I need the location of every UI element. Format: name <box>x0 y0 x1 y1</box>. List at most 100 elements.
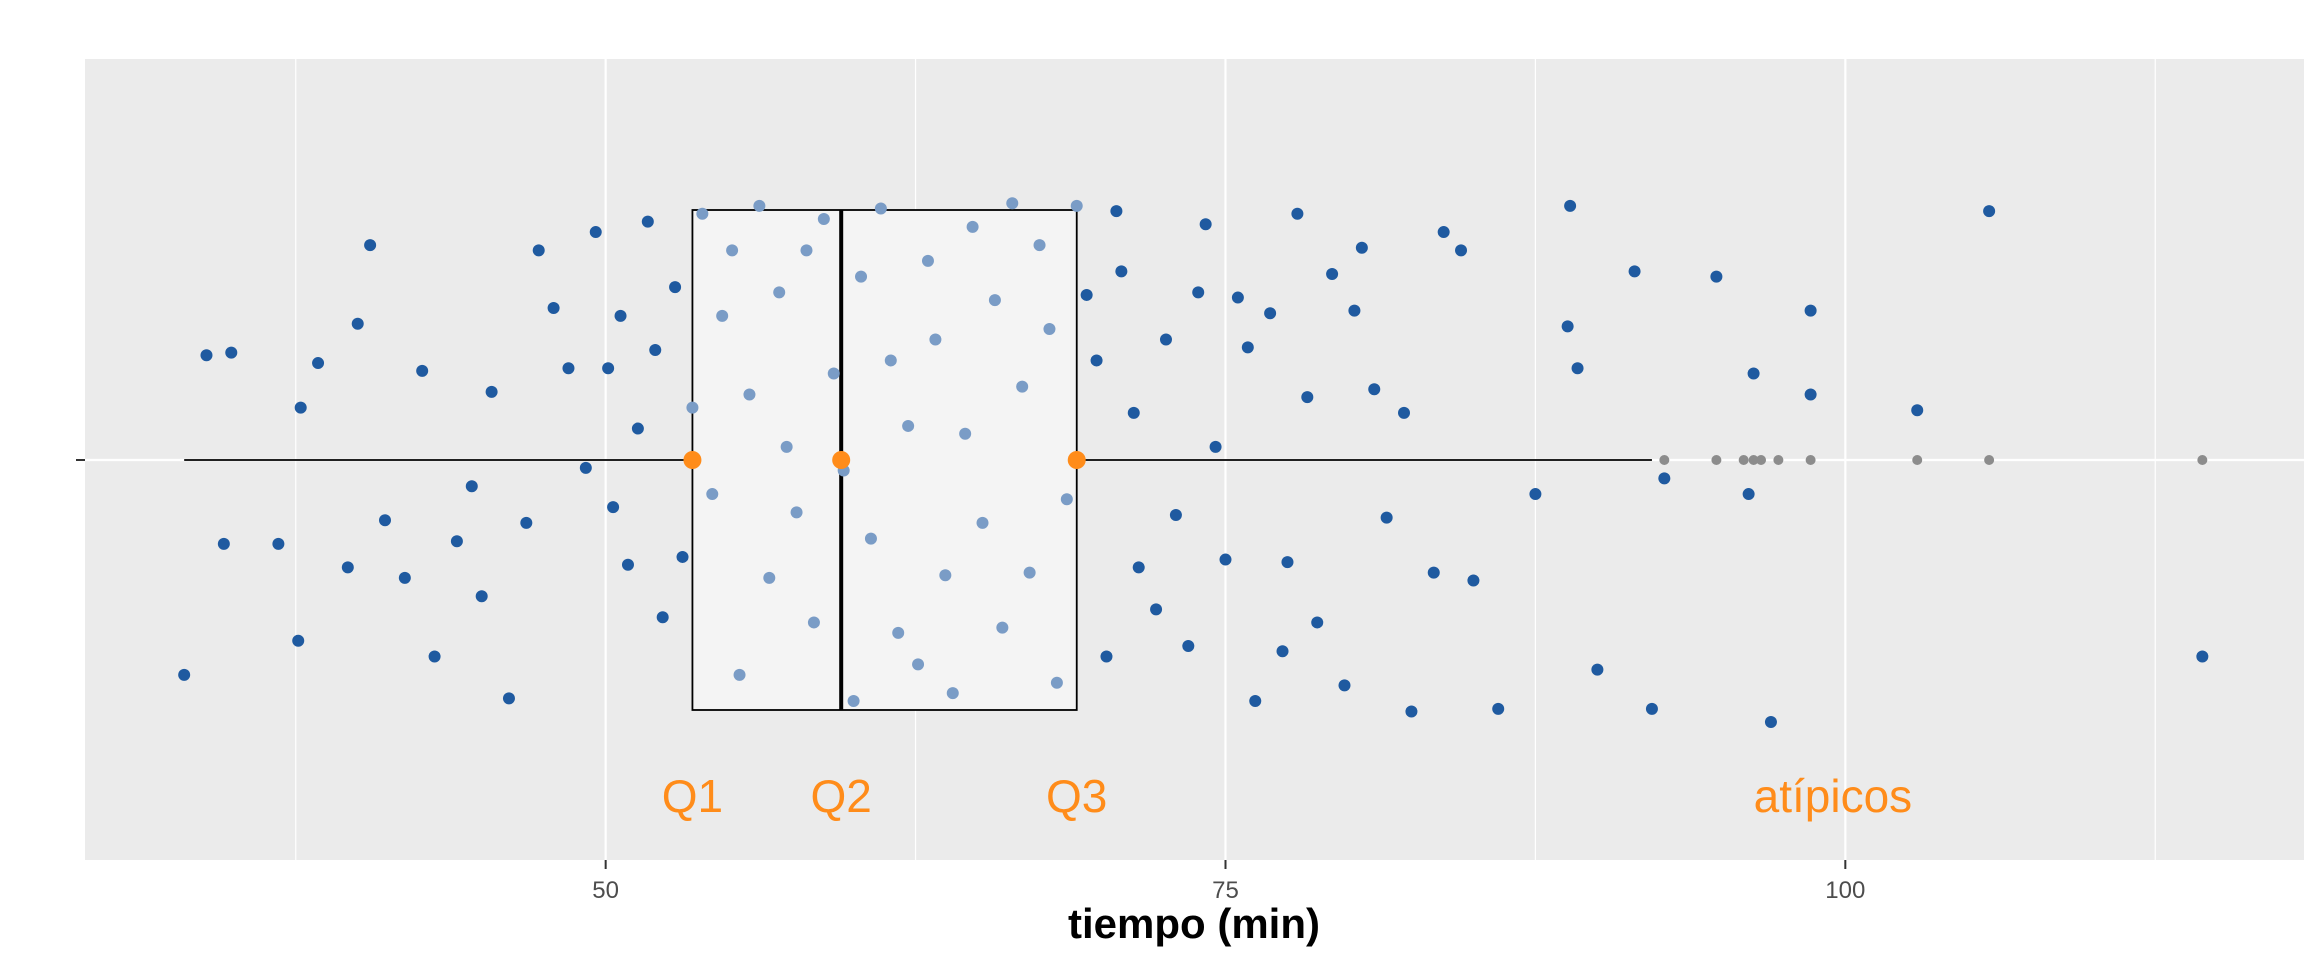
data-point <box>1199 218 1212 231</box>
data-point <box>607 501 620 514</box>
outlier-point <box>1659 455 1670 465</box>
data-point <box>1398 406 1411 419</box>
data-point <box>1564 199 1577 212</box>
data-point <box>855 270 868 283</box>
data-point <box>773 286 786 299</box>
quartile-markers <box>683 451 1086 469</box>
data-point <box>743 388 756 401</box>
annotation-label: atípicos <box>1754 770 1913 822</box>
data-point <box>1291 207 1304 220</box>
data-point <box>378 514 391 527</box>
data-point <box>217 537 230 550</box>
data-point <box>1437 226 1450 239</box>
data-point <box>912 658 925 671</box>
data-point <box>1368 383 1381 396</box>
data-point <box>1427 566 1440 579</box>
data-point <box>1591 663 1604 676</box>
box-iqr <box>691 209 1078 711</box>
data-point <box>1110 205 1123 218</box>
data-point <box>864 532 877 545</box>
data-point <box>475 590 488 603</box>
data-point <box>602 362 615 375</box>
data-point <box>312 357 325 370</box>
data-point <box>1016 380 1029 393</box>
data-point <box>485 385 498 398</box>
data-point <box>1132 561 1145 574</box>
data-point <box>1080 288 1093 301</box>
quartile-marker <box>683 451 702 469</box>
data-point <box>341 561 354 574</box>
x-tick-label: 100 <box>1825 877 1865 904</box>
data-point <box>976 516 989 529</box>
data-point <box>351 317 364 330</box>
outlier-point <box>1912 455 1923 465</box>
data-point <box>1231 291 1244 304</box>
data-point <box>579 461 592 474</box>
data-point <box>200 349 213 362</box>
data-point <box>902 419 915 432</box>
data-point <box>1561 320 1574 333</box>
data-point <box>1127 406 1140 419</box>
data-point <box>178 668 191 681</box>
data-point <box>790 506 803 519</box>
data-point <box>1571 362 1584 375</box>
data-point <box>364 239 377 252</box>
data-point <box>1983 205 1996 218</box>
data-point <box>959 427 972 440</box>
annotation-label: Q1 <box>662 770 723 822</box>
data-point <box>996 621 1009 634</box>
data-point <box>1276 645 1289 658</box>
data-point <box>807 616 820 629</box>
data-point <box>1658 472 1671 485</box>
data-point <box>562 362 575 375</box>
data-point <box>733 668 746 681</box>
data-point <box>696 207 709 220</box>
data-point <box>1455 244 1468 257</box>
data-point <box>1281 556 1294 569</box>
data-point <box>726 244 739 257</box>
data-point <box>1241 341 1254 354</box>
data-point <box>686 401 699 414</box>
data-point <box>1645 702 1658 715</box>
annotation-label: Q3 <box>1046 770 1107 822</box>
data-point <box>1326 267 1339 280</box>
outlier-point <box>1984 455 1995 465</box>
outlier-point <box>1756 455 1767 465</box>
data-point <box>1159 333 1172 346</box>
annotation-label: Q2 <box>811 770 872 822</box>
data-point <box>272 537 285 550</box>
data-point <box>1804 304 1817 317</box>
data-point <box>502 692 515 705</box>
data-point <box>1911 404 1924 417</box>
outlier-point <box>2197 455 2208 465</box>
data-point <box>621 558 634 571</box>
data-point <box>1090 354 1103 367</box>
x-tick-label: 75 <box>1212 877 1239 904</box>
data-point <box>614 309 627 322</box>
data-point <box>716 309 729 322</box>
data-point <box>656 611 669 624</box>
outlier-point <box>1748 455 1759 465</box>
data-point <box>532 244 545 257</box>
data-point <box>1742 488 1755 501</box>
data-point <box>753 199 766 212</box>
data-point <box>1169 509 1182 522</box>
data-point <box>1050 676 1063 689</box>
data-point <box>780 440 793 453</box>
data-point <box>847 695 860 708</box>
annotations: Q1 Q2 Q3 atípicos <box>662 770 1912 822</box>
jitter-points <box>178 197 2209 728</box>
outlier-point <box>1805 455 1816 465</box>
quartile-marker <box>832 451 851 469</box>
x-tick-label: 50 <box>592 877 619 904</box>
x-axis: 50 75 100 <box>592 860 1865 904</box>
data-point <box>547 302 560 315</box>
data-point <box>1747 367 1760 380</box>
data-point <box>939 569 952 582</box>
data-point <box>1070 199 1083 212</box>
data-point <box>1264 307 1277 320</box>
data-point <box>1219 553 1232 566</box>
data-point <box>1150 603 1163 616</box>
outlier-points <box>1659 455 2208 465</box>
